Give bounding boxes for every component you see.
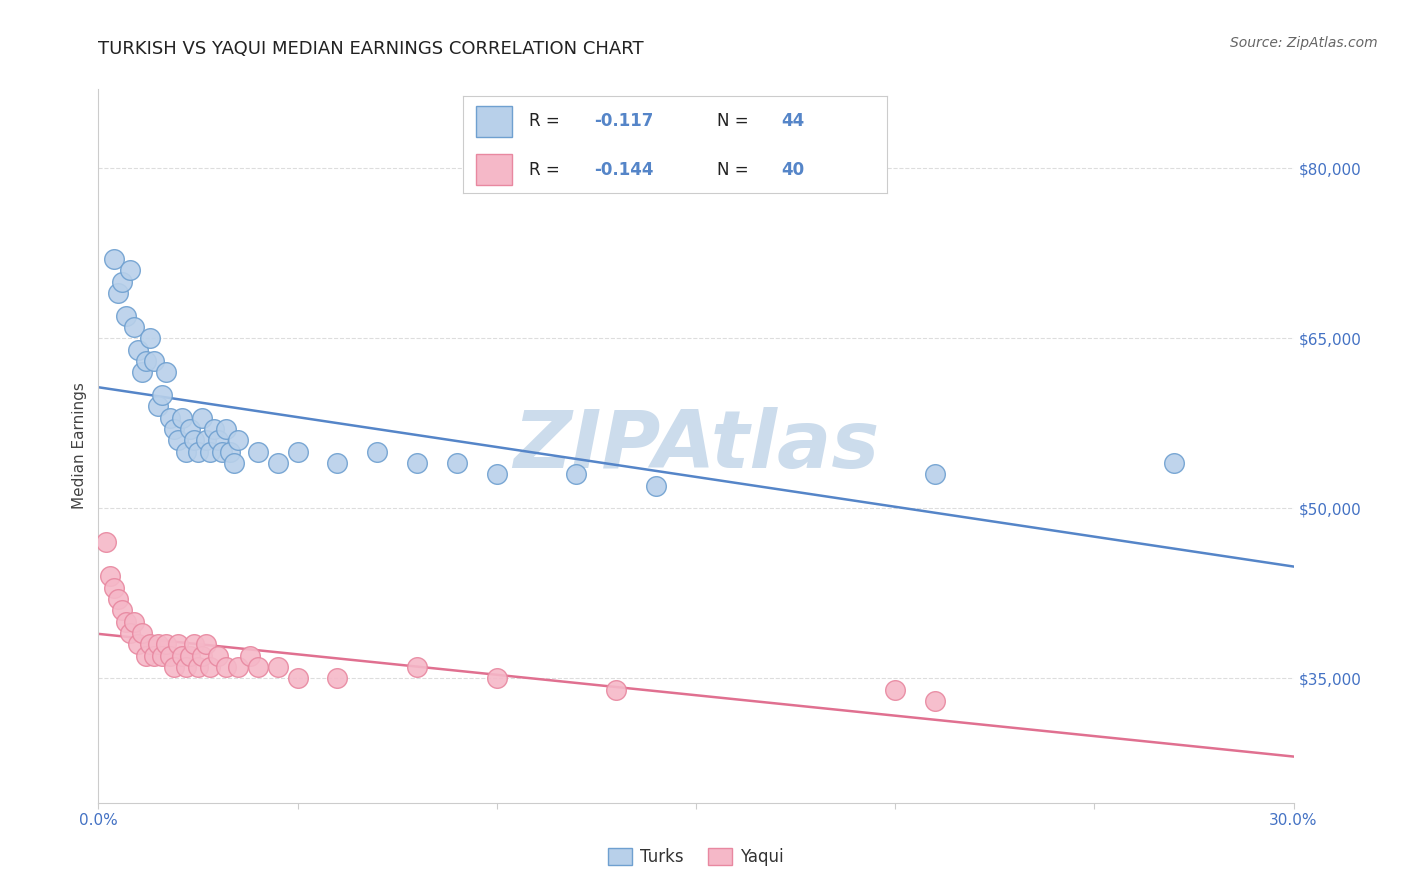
Point (127, 637, 149, 651)
Point (207, 648, 229, 663)
Point (1163, 456, 1185, 470)
Point (143, 354, 166, 368)
Point (924, 694, 946, 708)
Point (183, 434, 205, 448)
Point (124, 615, 146, 629)
Point (485, 467, 508, 482)
Point (605, 682, 627, 697)
Point (135, 354, 157, 368)
Legend: Turks, Yaqui: Turks, Yaqui (602, 841, 790, 873)
Point (202, 422, 225, 436)
Point (148, 400, 170, 414)
Point (187, 660, 209, 674)
Point (163, 660, 186, 674)
Point (163, 422, 186, 436)
Point (215, 660, 238, 674)
Point (191, 648, 214, 663)
Point (172, 410, 194, 425)
Point (246, 444, 269, 458)
Point (565, 467, 588, 482)
Text: TURKISH VS YAQUI MEDIAN EARNINGS CORRELATION CHART: TURKISH VS YAQUI MEDIAN EARNINGS CORRELA… (98, 40, 644, 58)
Point (215, 422, 238, 436)
Point (131, 365, 153, 379)
Point (155, 637, 177, 651)
Point (179, 422, 201, 436)
Point (139, 331, 162, 345)
Point (98, 569, 122, 583)
Point (219, 444, 242, 458)
Point (131, 626, 153, 640)
Point (924, 467, 946, 482)
Point (103, 252, 125, 266)
Point (103, 581, 125, 595)
Point (174, 444, 197, 458)
Point (187, 444, 209, 458)
Point (111, 275, 134, 289)
Point (194, 434, 218, 448)
Point (159, 648, 181, 663)
Point (124, 320, 146, 334)
Point (167, 434, 190, 448)
Point (174, 660, 197, 674)
Point (207, 434, 229, 448)
Point (406, 456, 429, 470)
Point (645, 478, 668, 492)
Point (267, 456, 290, 470)
Point (226, 660, 249, 674)
Point (148, 637, 170, 651)
Point (172, 648, 194, 663)
Point (211, 444, 233, 458)
Point (194, 637, 218, 651)
Point (222, 456, 245, 470)
Text: ZIPAtlas: ZIPAtlas (513, 407, 879, 485)
Point (150, 388, 173, 402)
Point (155, 365, 177, 379)
Point (115, 309, 138, 323)
Point (239, 648, 262, 663)
Point (226, 434, 249, 448)
Point (96, 535, 118, 549)
Point (198, 444, 221, 458)
Point (159, 410, 181, 425)
Point (198, 660, 221, 674)
Point (107, 286, 129, 301)
Point (446, 456, 468, 470)
Point (366, 444, 388, 458)
Point (287, 444, 309, 458)
Point (111, 603, 134, 617)
Point (167, 637, 190, 651)
Point (150, 648, 173, 663)
Point (191, 410, 214, 425)
Point (127, 343, 149, 357)
Point (406, 660, 429, 674)
Point (120, 263, 142, 277)
Point (115, 615, 138, 629)
Text: Source: ZipAtlas.com: Source: ZipAtlas.com (1230, 36, 1378, 50)
Point (120, 626, 142, 640)
Point (326, 456, 349, 470)
Point (179, 648, 201, 663)
Point (326, 671, 349, 685)
Y-axis label: Median Earnings: Median Earnings (72, 383, 87, 509)
Point (485, 671, 508, 685)
Point (246, 660, 269, 674)
Point (143, 648, 166, 663)
Point (183, 637, 205, 651)
Point (135, 648, 157, 663)
Point (267, 660, 290, 674)
Point (139, 637, 162, 651)
Point (107, 591, 129, 606)
Point (287, 671, 309, 685)
Point (884, 682, 907, 697)
